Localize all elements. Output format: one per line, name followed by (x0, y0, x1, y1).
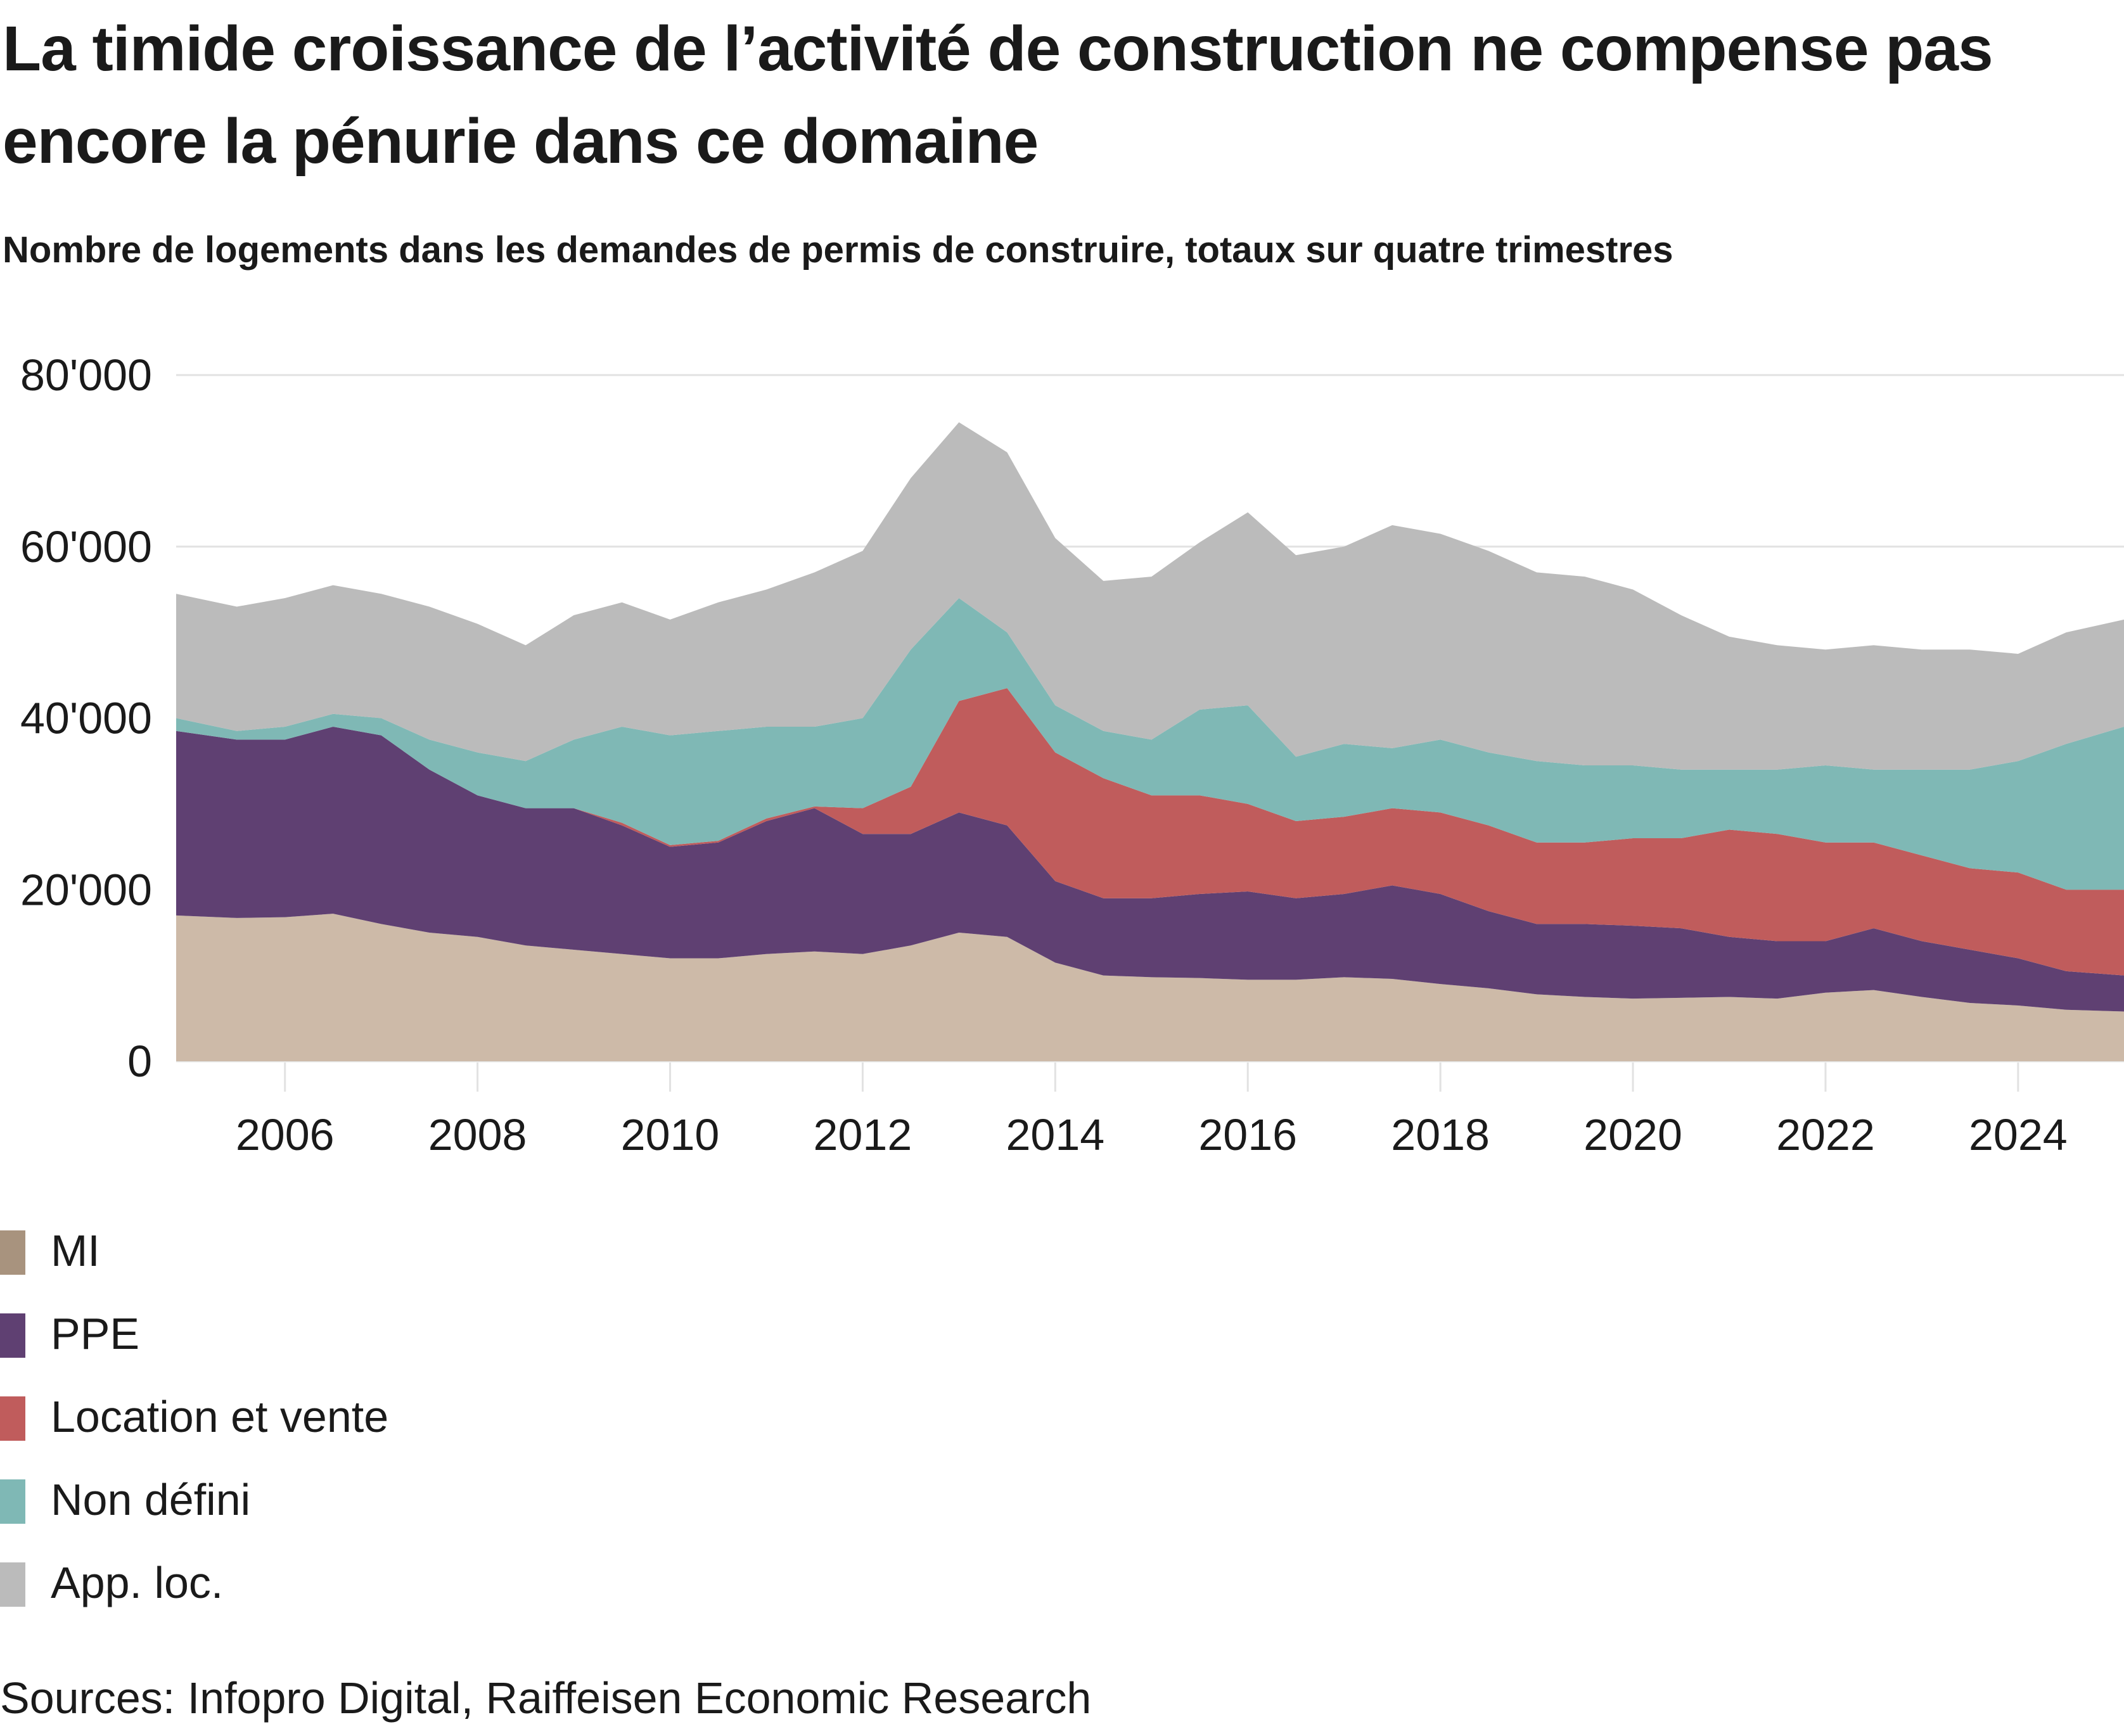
area-non-d-fini (176, 597, 2124, 890)
y-tick-label: 40'000 (20, 694, 152, 743)
area-ppe (176, 727, 2124, 1012)
y-tick-label: 0 (127, 1037, 152, 1086)
y-tick-label: 60'000 (20, 522, 152, 571)
x-axis: 2006 2008 2010 2012 2014 2016 2018 2020 2022 2024 (236, 1063, 2068, 1153)
x-tick-label: 2008 (428, 1110, 527, 1153)
legend-label: Location et vente (51, 1392, 389, 1441)
x-tick-label: 2016 (1198, 1110, 1297, 1153)
x-tick-label: 2014 (1006, 1110, 1104, 1153)
legend-swatch (0, 1396, 25, 1441)
chart-title: La timide croissance de l’activité de co… (3, 13, 1993, 177)
legend-swatch (0, 1230, 25, 1275)
legend-swatch (0, 1313, 25, 1358)
x-tick-label: 2012 (814, 1110, 912, 1153)
area-app-loc- (176, 422, 2124, 770)
x-tick-label: 2022 (1776, 1110, 1875, 1153)
x-tick-label: 2006 (236, 1110, 335, 1153)
x-tick-label: 2010 (621, 1110, 720, 1153)
legend-label: Non défini (51, 1475, 251, 1524)
x-tick-label: 2024 (1969, 1110, 2068, 1153)
source-note: Sources: Infopro Digital, Raiffeisen Eco… (0, 1673, 1092, 1723)
area-location-et-vente (176, 688, 2124, 976)
x-tick-label: 2020 (1583, 1110, 1682, 1153)
chart-subtitle: Nombre de logements dans les demandes de… (3, 229, 1673, 271)
legend-label: App. loc. (51, 1558, 224, 1607)
legend-label: PPE (51, 1309, 140, 1358)
legend-label: MI (51, 1226, 100, 1275)
y-tick-label: 80'000 (20, 350, 152, 400)
y-tick-label: 20'000 (20, 865, 152, 914)
area-mi (176, 914, 2124, 1061)
legend-swatch (0, 1562, 25, 1607)
y-axis: 0 20'000 40'000 60'000 80'000 (20, 350, 152, 1086)
x-tick-label: 2018 (1391, 1110, 1490, 1153)
area-series (176, 422, 2124, 1061)
legend-swatch (0, 1479, 25, 1524)
